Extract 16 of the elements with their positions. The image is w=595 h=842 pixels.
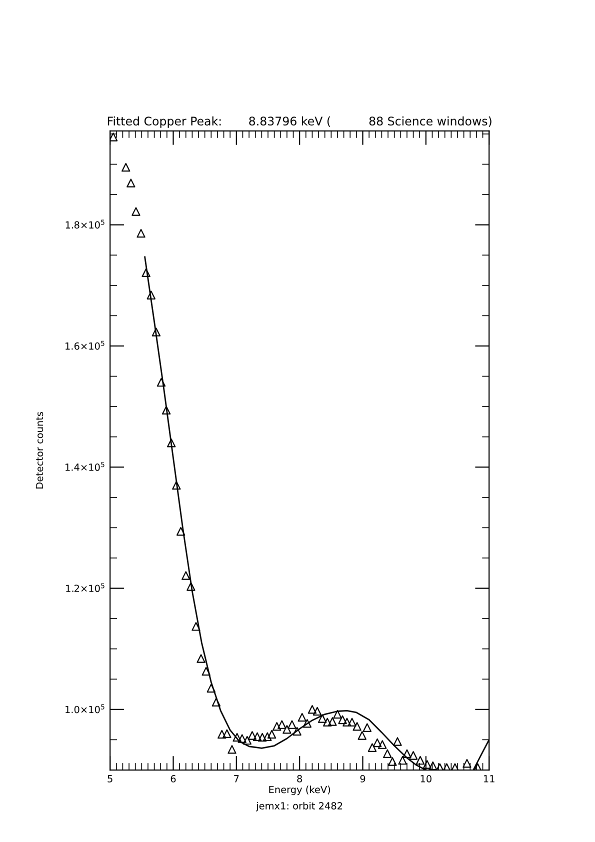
y-tick-label: 1.4×10$^{5}$ <box>66 462 104 471</box>
x-tick-label: 8 <box>297 775 302 782</box>
x-tick-label: 9 <box>360 775 366 782</box>
text: jemx1: orbit 2482 <box>256 802 342 812</box>
y-tick-label: 1.8×10$^{5}$ <box>66 220 104 229</box>
x-tick-label: 11 <box>484 775 494 782</box>
y-axis-title: Detector counts <box>36 412 44 488</box>
y-tick-label: 1.0×10$^{5}$ <box>66 704 104 714</box>
chart-title: Fitted Copper Peak: 8.83796 keV ( 88 Science windows) <box>108 116 492 128</box>
x-tick-label: 6 <box>170 775 176 782</box>
y-tick-label: 1.2×10$^{5}$ <box>66 583 104 592</box>
y-tick-label: 1.6×10$^{5}$ <box>66 340 104 350</box>
x-tick-label: 5 <box>108 775 112 782</box>
x-tick-label: 7 <box>234 775 239 782</box>
x-axis-title: Energy (keV) <box>269 786 330 796</box>
x-tick-label: 10 <box>420 775 432 782</box>
